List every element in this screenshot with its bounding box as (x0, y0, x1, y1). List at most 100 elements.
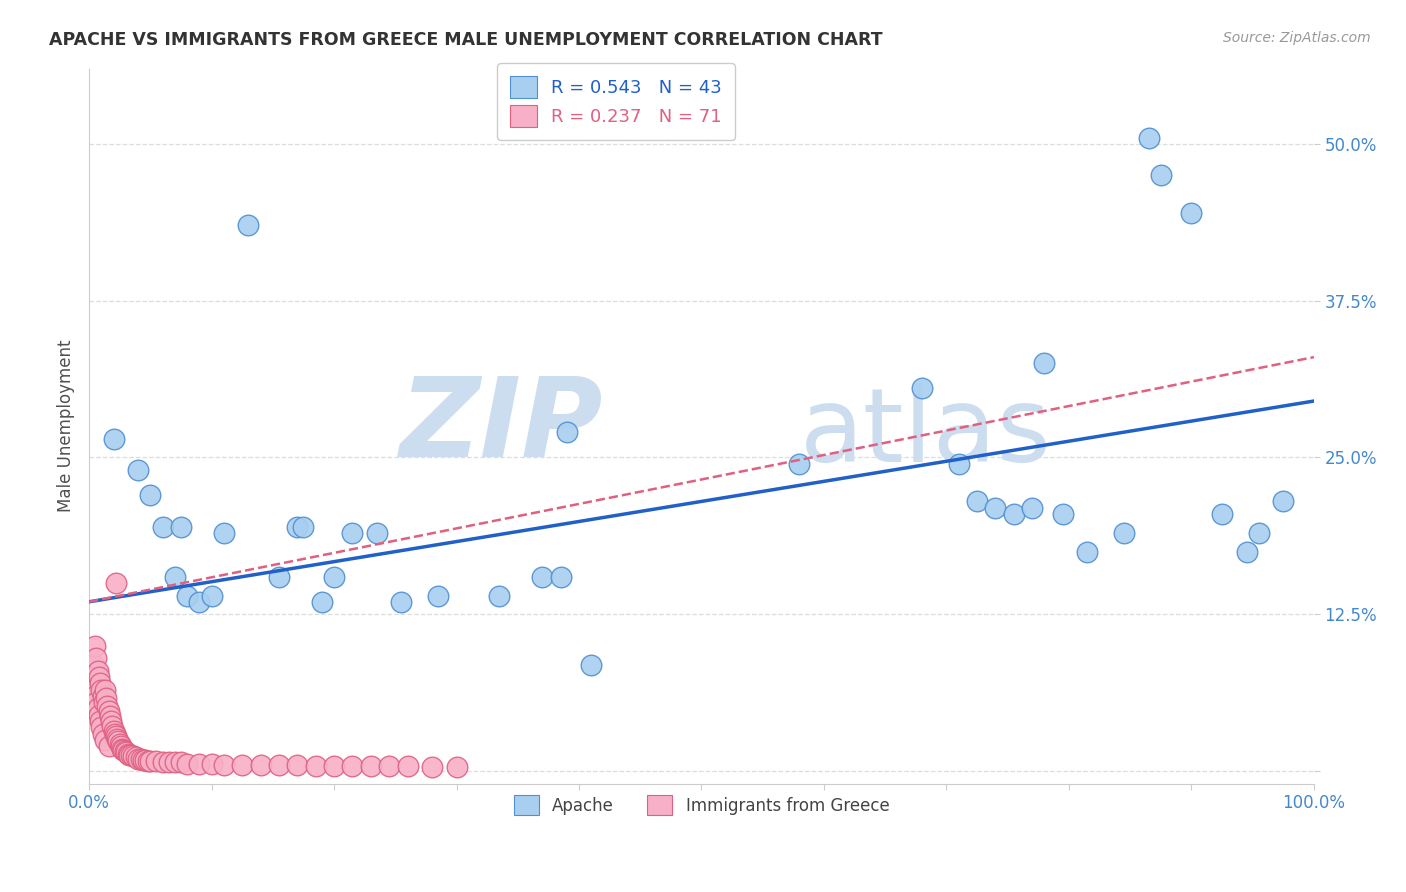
Point (366, 525, 388, 540)
Point (86, 651, 108, 665)
Point (163, 756, 186, 770)
Point (112, 743, 135, 757)
Point (96, 691, 118, 706)
Point (1137, 130, 1160, 145)
Point (420, 760, 443, 774)
Point (105, 576, 128, 591)
Point (323, 570, 346, 584)
Point (157, 756, 180, 770)
Point (789, 457, 811, 471)
Point (132, 753, 155, 767)
Point (83, 657, 105, 672)
Point (170, 519, 193, 533)
Point (139, 754, 162, 768)
Point (427, 589, 450, 603)
Point (124, 750, 146, 764)
Point (1236, 544, 1258, 558)
Point (342, 759, 364, 773)
Point (87, 670, 110, 684)
Point (86, 701, 108, 715)
Point (100, 714, 122, 728)
Point (152, 519, 174, 533)
Point (550, 570, 572, 584)
Point (82, 670, 104, 684)
Point (1180, 206, 1202, 220)
Point (1112, 525, 1135, 540)
Point (1076, 544, 1098, 558)
Text: Source: ZipAtlas.com: Source: ZipAtlas.com (1223, 31, 1371, 45)
Point (488, 589, 510, 603)
Point (89, 676, 111, 690)
Point (127, 463, 149, 477)
Point (94, 732, 117, 747)
Point (188, 595, 211, 609)
Point (129, 751, 152, 765)
Point (1021, 500, 1043, 515)
Point (145, 754, 167, 768)
Point (114, 744, 136, 758)
Point (305, 759, 328, 773)
Point (360, 759, 382, 773)
Point (188, 756, 211, 771)
Point (984, 500, 1007, 515)
Point (139, 488, 162, 502)
Point (90, 720, 112, 734)
Point (555, 425, 578, 440)
Point (91, 726, 114, 740)
Point (176, 589, 198, 603)
Point (581, 657, 603, 672)
Y-axis label: Male Unemployment: Male Unemployment (58, 340, 75, 512)
Point (89, 714, 111, 728)
Point (446, 760, 468, 774)
Point (267, 758, 290, 772)
Point (103, 432, 125, 446)
Point (117, 747, 139, 761)
Point (342, 525, 364, 540)
Legend: Apache, Immigrants from Greece: Apache, Immigrants from Greece (503, 785, 900, 825)
Point (292, 519, 315, 533)
Point (152, 756, 174, 770)
Point (91, 689, 114, 703)
Point (1247, 525, 1270, 540)
Point (267, 570, 290, 584)
Point (84, 639, 107, 653)
Point (311, 595, 333, 609)
Point (249, 758, 271, 772)
Text: ZIP: ZIP (399, 373, 603, 480)
Point (1211, 507, 1233, 521)
Point (531, 570, 554, 584)
Point (948, 457, 970, 471)
Point (176, 756, 198, 771)
Point (1033, 356, 1056, 370)
Point (285, 519, 308, 533)
Point (104, 726, 127, 740)
Point (84, 689, 107, 703)
Point (97, 739, 120, 753)
Point (285, 758, 308, 772)
Point (200, 589, 222, 603)
Point (107, 734, 129, 748)
Point (134, 753, 156, 767)
Point (97, 704, 120, 718)
Text: APACHE VS IMMIGRANTS FROM GREECE MALE UNEMPLOYMENT CORRELATION CHART: APACHE VS IMMIGRANTS FROM GREECE MALE UN… (49, 31, 883, 49)
Point (122, 749, 145, 764)
Point (118, 747, 141, 762)
Point (101, 719, 124, 733)
Point (114, 745, 136, 759)
Point (396, 759, 419, 773)
Point (212, 525, 235, 540)
Point (238, 219, 260, 233)
Point (127, 751, 149, 765)
Point (170, 756, 193, 770)
Point (86, 664, 108, 678)
Point (389, 595, 412, 609)
Point (105, 731, 128, 746)
Point (111, 741, 134, 756)
Point (212, 758, 235, 772)
Point (93, 695, 115, 709)
Point (1150, 168, 1173, 182)
Point (86, 695, 108, 709)
Point (120, 747, 142, 762)
Point (231, 758, 253, 772)
Point (1272, 494, 1295, 508)
